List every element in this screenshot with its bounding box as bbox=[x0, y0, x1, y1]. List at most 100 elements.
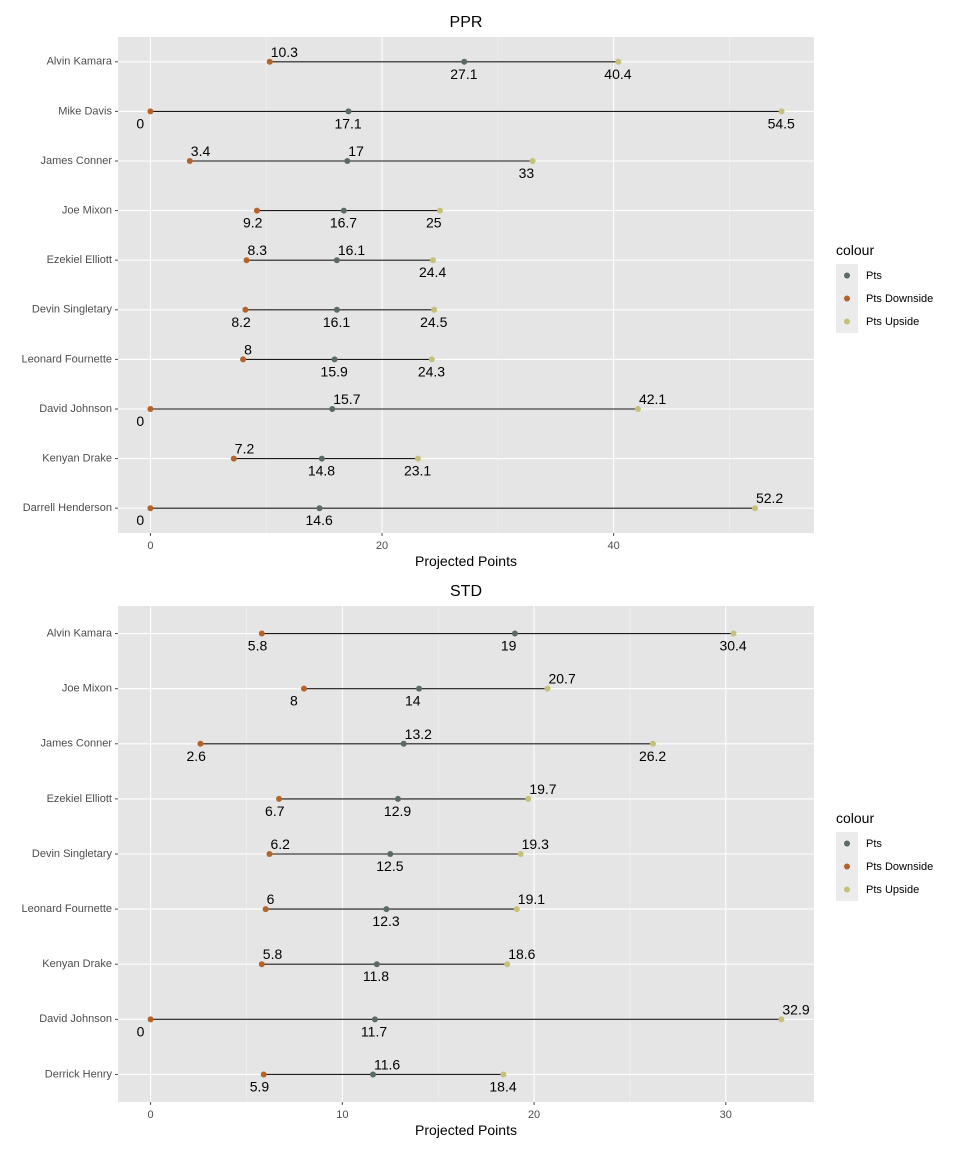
data-label-pts-downside-leonard-fournette: 8 bbox=[244, 341, 252, 357]
data-label-pts-downside-alvin-kamara: 10.3 bbox=[271, 44, 298, 60]
x-tick-label: 30 bbox=[720, 1109, 732, 1121]
data-label-pts-downside-ezekiel-elliott: 8.3 bbox=[248, 242, 268, 258]
data-label-pts-downside-derrick-henry: 5.9 bbox=[250, 1078, 270, 1094]
data-label-pts-alvin-kamara: 27.1 bbox=[450, 66, 477, 82]
point-pts-darrell-henderson bbox=[316, 505, 323, 512]
x-axis-title: Projected Points bbox=[415, 1122, 517, 1138]
legend-label-pts-downside: Pts Downside bbox=[866, 293, 933, 305]
point-pts-downside-david-johnson bbox=[147, 1016, 154, 1023]
point-pts-upside-kenyan-drake bbox=[414, 455, 421, 462]
data-label-pts-downside-david-johnson: 0 bbox=[137, 1023, 145, 1039]
data-label-pts-derrick-henry: 11.6 bbox=[374, 1056, 400, 1072]
point-pts-downside-ezekiel-elliott bbox=[243, 257, 250, 264]
y-category-label-leonard-fournette: Leonard Fournette bbox=[21, 903, 112, 915]
point-pts-derrick-henry bbox=[370, 1071, 377, 1078]
data-label-pts-james-conner: 17 bbox=[348, 143, 364, 159]
legend-swatch-pts-upside bbox=[844, 318, 850, 325]
point-pts-kenyan-drake bbox=[373, 961, 380, 968]
data-label-pts-upside-alvin-kamara: 30.4 bbox=[719, 638, 746, 654]
data-label-pts-downside-mike-davis: 0 bbox=[136, 115, 144, 131]
ppr-legend: colour Pts Pts Downside Pts Upside bbox=[836, 242, 933, 333]
point-pts-downside-leonard-fournette bbox=[240, 356, 247, 363]
data-label-pts-devin-singletary: 12.5 bbox=[376, 858, 403, 874]
chart-title: STD bbox=[450, 583, 482, 600]
y-category-label-ezekiel-elliott: Ezekiel Elliott bbox=[47, 254, 112, 266]
x-tick-label: 0 bbox=[147, 540, 153, 552]
legend-swatch-pts bbox=[844, 272, 850, 279]
data-label-pts-david-johnson: 11.7 bbox=[361, 1023, 387, 1039]
data-label-pts-darrell-henderson: 14.6 bbox=[306, 512, 333, 528]
point-pts-james-conner bbox=[344, 158, 351, 164]
y-category-label-ezekiel-elliott: Ezekiel Elliott bbox=[47, 793, 112, 805]
point-pts-downside-james-conner bbox=[186, 158, 193, 164]
point-pts-upside-ezekiel-elliott bbox=[429, 257, 436, 264]
point-pts-downside-mike-davis bbox=[147, 108, 154, 115]
data-label-pts-devin-singletary: 16.1 bbox=[323, 314, 350, 330]
point-pts-downside-joe-mixon bbox=[300, 685, 307, 692]
point-pts-mike-davis bbox=[345, 108, 352, 115]
x-tick-label: 20 bbox=[376, 540, 388, 552]
data-label-pts-upside-joe-mixon: 20.7 bbox=[548, 671, 575, 687]
point-pts-downside-alvin-kamara bbox=[258, 630, 265, 637]
point-pts-upside-joe-mixon bbox=[544, 685, 551, 692]
x-tick-label: 0 bbox=[148, 1109, 154, 1121]
y-category-label-devin-singletary: Devin Singletary bbox=[32, 304, 113, 316]
y-category-label-joe-mixon: Joe Mixon bbox=[62, 683, 112, 695]
legend-label-pts-upside: Pts Upside bbox=[866, 316, 919, 328]
point-pts-downside-james-conner bbox=[197, 740, 204, 747]
legend-swatch-pts-upside bbox=[844, 886, 850, 893]
y-category-label-leonard-fournette: Leonard Fournette bbox=[21, 353, 112, 365]
y-category-label-david-johnson: David Johnson bbox=[39, 403, 112, 415]
point-pts-upside-james-conner bbox=[649, 740, 656, 747]
point-pts-ezekiel-elliott bbox=[333, 257, 340, 264]
x-tick-label: 40 bbox=[608, 540, 620, 552]
data-label-pts-downside-james-conner: 3.4 bbox=[191, 143, 211, 159]
data-label-pts-downside-james-conner: 2.6 bbox=[186, 748, 206, 764]
point-pts-downside-joe-mixon bbox=[253, 207, 260, 214]
data-label-pts-upside-kenyan-drake: 23.1 bbox=[404, 463, 431, 479]
ppr-chart-panel: 0 20 40 Alvin Kamara Mike Davis James Conner J… bbox=[21, 14, 814, 569]
data-label-pts-upside-alvin-kamara: 40.4 bbox=[604, 66, 631, 82]
y-category-label-derrick-henry: Derrick Henry bbox=[45, 1068, 113, 1080]
data-label-pts-upside-mike-davis: 54.5 bbox=[768, 115, 795, 131]
point-pts-downside-devin-singletary bbox=[266, 851, 273, 857]
legend-title: colour bbox=[836, 242, 874, 258]
point-pts-upside-joe-mixon bbox=[436, 207, 443, 214]
data-label-pts-kenyan-drake: 11.8 bbox=[363, 968, 389, 984]
point-pts-upside-leonard-fournette bbox=[428, 356, 435, 363]
point-pts-upside-james-conner bbox=[529, 158, 536, 164]
data-label-pts-downside-david-johnson: 0 bbox=[136, 413, 144, 429]
point-pts-downside-kenyan-drake bbox=[258, 961, 265, 968]
data-label-pts-upside-james-conner: 33 bbox=[519, 165, 535, 181]
data-label-pts-upside-leonard-fournette: 19.1 bbox=[518, 891, 545, 907]
data-label-pts-ezekiel-elliott: 12.9 bbox=[384, 803, 411, 819]
point-pts-downside-alvin-kamara bbox=[266, 58, 273, 65]
point-pts-upside-leonard-fournette bbox=[513, 906, 520, 913]
x-tick-label: 10 bbox=[336, 1109, 348, 1121]
data-label-pts-downside-ezekiel-elliott: 6.7 bbox=[265, 803, 285, 819]
point-pts-downside-leonard-fournette bbox=[262, 906, 269, 913]
y-category-label-james-conner: James Conner bbox=[40, 738, 112, 750]
point-pts-leonard-fournette bbox=[383, 906, 390, 913]
data-label-pts-downside-alvin-kamara: 5.8 bbox=[248, 638, 268, 654]
data-label-pts-upside-david-johnson: 42.1 bbox=[639, 391, 666, 407]
std-legend: colour Pts Pts Downside Pts Upside bbox=[836, 810, 933, 901]
y-category-label-alvin-kamara: Alvin Kamara bbox=[47, 56, 113, 68]
y-category-label-darrell-henderson: Darrell Henderson bbox=[23, 502, 112, 514]
point-pts-upside-mike-davis bbox=[778, 108, 785, 115]
y-category-label-alvin-kamara: Alvin Kamara bbox=[47, 627, 113, 639]
point-pts-downside-darrell-henderson bbox=[147, 505, 154, 512]
legend-swatch-pts-downside bbox=[844, 863, 850, 870]
legend-swatch-pts bbox=[844, 840, 850, 847]
data-label-pts-alvin-kamara: 19 bbox=[501, 638, 517, 654]
point-pts-alvin-kamara bbox=[511, 630, 518, 637]
point-pts-devin-singletary bbox=[387, 851, 394, 857]
point-pts-david-johnson bbox=[329, 406, 336, 412]
point-pts-alvin-kamara bbox=[461, 58, 468, 65]
point-pts-upside-david-johnson bbox=[634, 406, 641, 412]
legend-label-pts: Pts bbox=[866, 838, 882, 850]
legend-label-pts: Pts bbox=[866, 270, 882, 282]
data-label-pts-downside-leonard-fournette: 6 bbox=[267, 891, 275, 907]
data-label-pts-downside-kenyan-drake: 5.8 bbox=[263, 946, 283, 962]
